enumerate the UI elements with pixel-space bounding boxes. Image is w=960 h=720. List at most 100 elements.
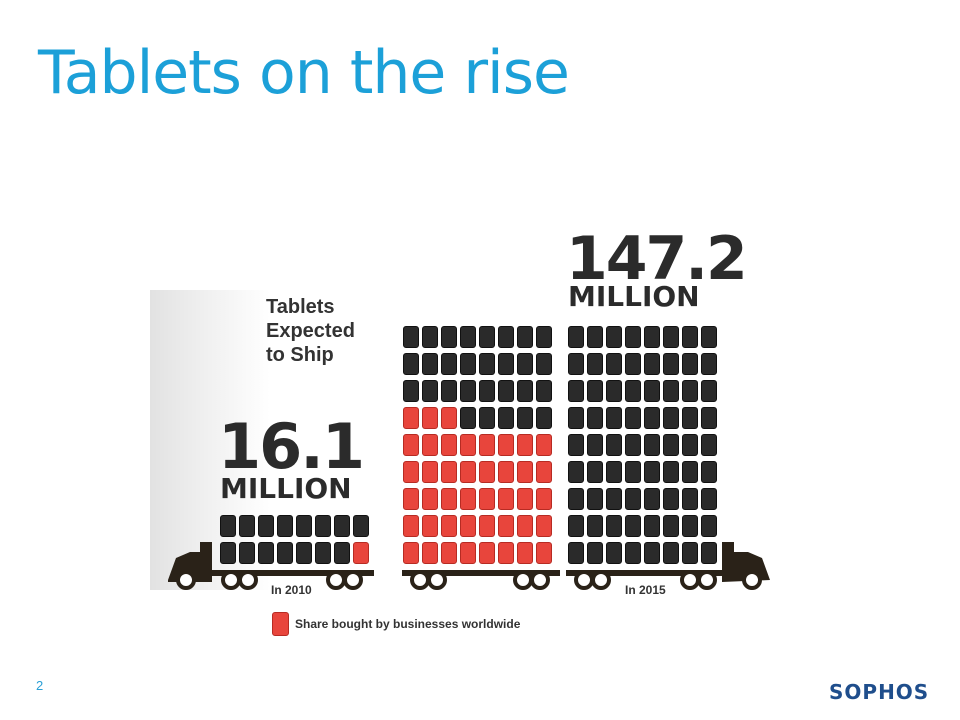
tablet-icon [663,326,679,348]
shipment-number-2010: 16.1 [218,410,365,483]
wheel-icon [680,570,700,590]
tablet-icon [296,542,312,564]
tablet-icon [568,353,584,375]
business-tablet-icon [536,515,552,537]
tablet-icon [498,407,514,429]
tablet-icon [460,353,476,375]
tablet-icon [536,353,552,375]
tablet-icon [498,326,514,348]
business-tablet-icon [517,488,533,510]
business-tablet-icon [460,542,476,564]
tablet-icon [682,461,698,483]
business-tablet-icon [517,461,533,483]
tablet-icon [625,515,641,537]
tablet-icon [441,353,457,375]
tablet-icon [682,434,698,456]
tablet-icon [587,434,603,456]
business-tablet-icon [479,542,495,564]
slide-title: Tablets on the rise [38,38,570,108]
caption-line: Expected [266,320,355,342]
tablet-icon [625,461,641,483]
tablet-icon [568,461,584,483]
shipment-number-2015: 147.2 [566,224,748,294]
business-tablet-icon [403,542,419,564]
tablet-icon [663,461,679,483]
legend-label: Share bought by businesses worldwide [295,617,521,631]
tablet-icon [587,542,603,564]
tablet-icon [663,353,679,375]
business-tablet-icon [403,461,419,483]
tablet-icon [625,434,641,456]
tablet-icon [334,542,350,564]
tablet-icon [422,353,438,375]
business-share-swatch-icon [272,612,289,636]
business-tablet-icon [403,515,419,537]
wheel-icon [343,570,363,590]
tablet-icon [606,353,622,375]
tablet-icon [460,407,476,429]
business-tablet-icon [479,461,495,483]
year-label-2015: In 2015 [625,583,666,597]
tablet-icon [644,542,660,564]
business-tablet-icon [441,407,457,429]
tablet-icon [587,326,603,348]
tablet-icon [682,542,698,564]
tablet-icon [644,326,660,348]
business-tablet-icon [517,515,533,537]
tablet-icon [606,542,622,564]
tablet-icon [315,542,331,564]
tablet-icon [701,326,717,348]
business-tablet-icon [498,488,514,510]
tablet-icon [498,380,514,402]
tablet-icon [403,353,419,375]
tablet-icon [568,515,584,537]
tablet-icon [625,542,641,564]
business-tablet-icon [422,407,438,429]
tablet-icon [606,326,622,348]
tablet-icon [606,434,622,456]
business-tablet-icon [536,434,552,456]
tablet-icon [625,380,641,402]
trailer-bed-2015-b [566,570,728,576]
tablet-icon [625,326,641,348]
truck-cab-2015-icon [722,542,770,582]
business-tablet-icon [536,488,552,510]
tablet-icon [701,353,717,375]
business-tablet-icon [460,461,476,483]
business-tablet-icon [517,542,533,564]
tablet-icon [568,326,584,348]
wheel-icon [427,570,447,590]
tablet-icon [536,326,552,348]
tablet-icon [568,542,584,564]
tablet-icon [277,515,293,537]
tablet-icon [663,407,679,429]
tablet-icon [568,380,584,402]
tablet-icon [315,515,331,537]
tablet-icon [568,488,584,510]
wheel-icon [410,570,430,590]
tablet-icon [517,380,533,402]
tablet-icon [682,353,698,375]
caption-line: to Ship [266,344,334,366]
tablet-icon [422,326,438,348]
business-tablet-icon [441,542,457,564]
business-tablet-icon [353,542,369,564]
tablet-icon [479,407,495,429]
tablet-icon [536,407,552,429]
business-tablet-icon [460,434,476,456]
tablet-icon [479,353,495,375]
tablet-icon [682,488,698,510]
business-tablet-icon [403,407,419,429]
tablet-icon [353,515,369,537]
business-tablet-icon [498,461,514,483]
tablet-icon [422,380,438,402]
shipment-unit-2015: MILLION [568,280,700,313]
tablet-icon [644,488,660,510]
tablet-icon [296,515,312,537]
tablet-icon [625,407,641,429]
tablet-icon [587,407,603,429]
business-tablet-icon [441,434,457,456]
business-tablet-icon [441,515,457,537]
tablet-icon [606,461,622,483]
legend: Share bought by businesses worldwide [272,612,520,636]
